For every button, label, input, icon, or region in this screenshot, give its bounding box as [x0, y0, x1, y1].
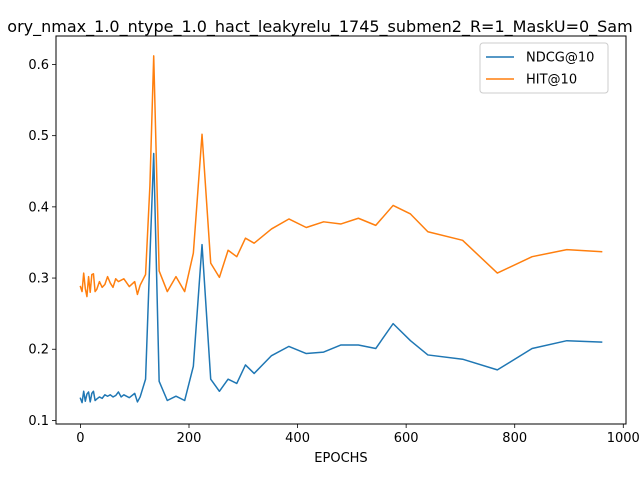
series-line-0	[79, 152, 603, 404]
x-axis-ticks: 0 200 400 600 800 1000	[76, 424, 640, 446]
y-tick-label: 0.4	[28, 200, 49, 215]
legend: NDCG@10 HIT@10	[479, 42, 609, 94]
y-tick-label: 0.6	[28, 58, 49, 73]
chart-title: ory_nmax_1.0_ntype_1.0_hact_leakyrelu_17…	[7, 17, 632, 37]
x-axis-title: EPOCHS	[314, 451, 367, 466]
x-tick-label: 600	[394, 431, 419, 446]
x-tick-label: 800	[502, 431, 527, 446]
legend-label: HIT@10	[526, 73, 577, 88]
x-tick-label: 200	[177, 431, 202, 446]
x-tick-label: 400	[285, 431, 310, 446]
x-tick-label: 0	[76, 431, 84, 446]
y-tick-label: 0.1	[28, 414, 49, 429]
legend-box	[479, 42, 609, 94]
y-axis-ticks: 0.1 0.2 0.3 0.4 0.5 0.6	[28, 58, 56, 429]
series-line-1	[79, 55, 603, 298]
x-tick-label: 1000	[607, 431, 640, 446]
legend-label: NDCG@10	[526, 51, 594, 66]
series-lines	[79, 55, 603, 404]
plot-area	[55, 35, 627, 425]
y-tick-label: 0.2	[28, 343, 49, 358]
y-tick-label: 0.5	[28, 129, 49, 144]
y-tick-label: 0.3	[28, 272, 49, 287]
